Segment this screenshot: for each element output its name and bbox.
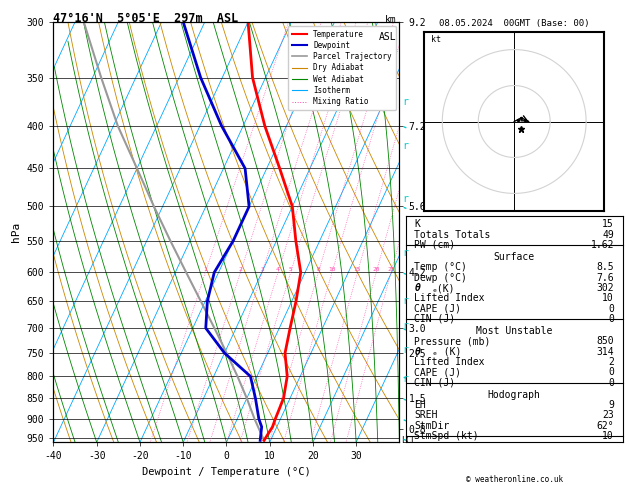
Text: r: r: [403, 296, 408, 306]
Text: 20: 20: [372, 267, 380, 272]
Text: 8.5: 8.5: [596, 262, 614, 273]
Text: 302: 302: [596, 283, 614, 293]
Text: 0: 0: [608, 367, 614, 377]
Text: r: r: [403, 248, 408, 258]
Text: θ: θ: [415, 347, 420, 357]
Text: 7.6: 7.6: [596, 273, 614, 283]
Text: 23: 23: [603, 410, 614, 420]
Text: Temp (°C): Temp (°C): [415, 262, 467, 273]
Text: PW (cm): PW (cm): [415, 240, 455, 250]
Text: CIN (J): CIN (J): [415, 314, 455, 324]
Text: Lifted Index: Lifted Index: [415, 357, 485, 367]
Text: ₑ (K): ₑ (K): [431, 347, 461, 357]
Text: kt: kt: [431, 35, 442, 44]
Text: 1.62: 1.62: [591, 240, 614, 250]
Text: 850: 850: [596, 336, 614, 347]
X-axis label: Dewpoint / Temperature (°C): Dewpoint / Temperature (°C): [142, 467, 311, 477]
Text: Totals Totals: Totals Totals: [415, 229, 491, 240]
Text: Lifted Index: Lifted Index: [415, 294, 485, 303]
Text: Hodograph: Hodograph: [487, 390, 541, 400]
Text: 2: 2: [238, 267, 242, 272]
Text: K: K: [415, 219, 420, 229]
Text: 314: 314: [596, 347, 614, 357]
Text: ASL: ASL: [379, 32, 396, 42]
Text: StmDir: StmDir: [415, 421, 450, 431]
Text: 0: 0: [608, 314, 614, 324]
Text: 15: 15: [603, 219, 614, 229]
Text: 08.05.2024  00GMT (Base: 00): 08.05.2024 00GMT (Base: 00): [439, 18, 589, 28]
Text: Most Unstable: Most Unstable: [476, 326, 552, 336]
Text: r: r: [403, 194, 408, 204]
Text: 9: 9: [608, 400, 614, 410]
Text: 10: 10: [328, 267, 336, 272]
Text: Pressure (mb): Pressure (mb): [415, 336, 491, 347]
Text: r: r: [403, 374, 408, 384]
Legend: Temperature, Dewpoint, Parcel Trajectory, Dry Adiabat, Wet Adiabat, Isotherm, Mi: Temperature, Dewpoint, Parcel Trajectory…: [288, 26, 396, 110]
Text: 0: 0: [608, 304, 614, 313]
Text: 2: 2: [608, 357, 614, 367]
Text: 0: 0: [608, 378, 614, 387]
Text: r: r: [403, 345, 408, 355]
Text: LCL: LCL: [401, 436, 416, 445]
Text: 47°16'N  5°05'E  297m  ASL: 47°16'N 5°05'E 297m ASL: [53, 12, 239, 25]
Text: 62°: 62°: [596, 421, 614, 431]
Text: r: r: [403, 321, 408, 330]
Text: © weatheronline.co.uk: © weatheronline.co.uk: [465, 474, 563, 484]
Text: 4: 4: [276, 267, 280, 272]
Text: 25: 25: [387, 267, 395, 272]
Text: 10: 10: [603, 431, 614, 441]
Text: ₑ(K): ₑ(K): [431, 283, 455, 293]
Text: Surface: Surface: [494, 252, 535, 262]
Text: 49: 49: [603, 229, 614, 240]
Text: EH: EH: [415, 400, 426, 410]
Text: 10: 10: [603, 294, 614, 303]
Text: Dewp (°C): Dewp (°C): [415, 273, 467, 283]
Y-axis label: hPa: hPa: [11, 222, 21, 242]
Text: r: r: [403, 141, 408, 151]
Text: CIN (J): CIN (J): [415, 378, 455, 387]
Text: 5: 5: [289, 267, 292, 272]
Text: SREH: SREH: [415, 410, 438, 420]
Text: 1: 1: [204, 267, 207, 272]
Text: StmSpd (kt): StmSpd (kt): [415, 431, 479, 441]
Text: 3: 3: [260, 267, 264, 272]
Text: 15: 15: [353, 267, 361, 272]
Text: CAPE (J): CAPE (J): [415, 367, 462, 377]
Text: θ: θ: [415, 283, 420, 293]
Text: r: r: [403, 97, 408, 107]
Text: CAPE (J): CAPE (J): [415, 304, 462, 313]
Text: km: km: [384, 15, 396, 25]
Text: 8: 8: [316, 267, 320, 272]
